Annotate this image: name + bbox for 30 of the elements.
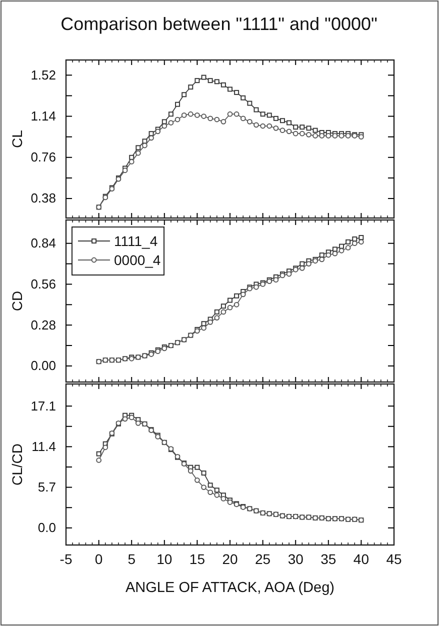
y-tick-label: 0.84 — [30, 236, 56, 251]
x-tick-label: -5 — [60, 550, 72, 567]
y-tick-label: 0.56 — [30, 276, 56, 292]
x-tick-label: 10 — [156, 550, 172, 567]
chart-title: Comparison between "1111" and "0000" — [60, 14, 378, 34]
y-tick-label: 17.1 — [30, 398, 56, 414]
x-tick-label: 0 — [94, 550, 103, 567]
y-tick-label: 0.76 — [30, 150, 56, 165]
y-tick-label: 1.14 — [30, 108, 56, 124]
legend-label: 0000_4 — [114, 252, 161, 268]
y-axis-title: CL — [9, 130, 25, 148]
x-axis-title: ANGLE OF ATTACK, AOA (Deg) — [126, 580, 334, 596]
y-tick-label: 1.52 — [30, 67, 56, 82]
y-tick-label: 5.7 — [38, 479, 56, 494]
x-tick-label: 35 — [320, 550, 336, 567]
y-tick-label: 0.28 — [30, 317, 56, 332]
y-tick-label: 0.00 — [30, 358, 56, 374]
x-tick-label: 25 — [255, 550, 271, 567]
x-tick-label: 5 — [128, 550, 136, 567]
y-axis-title: CD — [9, 290, 25, 312]
x-tick-label: 15 — [189, 550, 206, 567]
x-tick-label: 20 — [222, 550, 238, 567]
y-tick-label: 0.0 — [38, 520, 56, 536]
y-tick-label: 0.38 — [30, 190, 56, 206]
x-tick-label: 45 — [386, 550, 402, 567]
y-axis-title: CL/CD — [9, 443, 25, 486]
x-tick-label: 40 — [353, 550, 370, 567]
x-tick-label: 30 — [288, 550, 304, 567]
y-tick-label: 11.4 — [32, 438, 56, 454]
legend-label: 1111_4 — [114, 233, 158, 249]
